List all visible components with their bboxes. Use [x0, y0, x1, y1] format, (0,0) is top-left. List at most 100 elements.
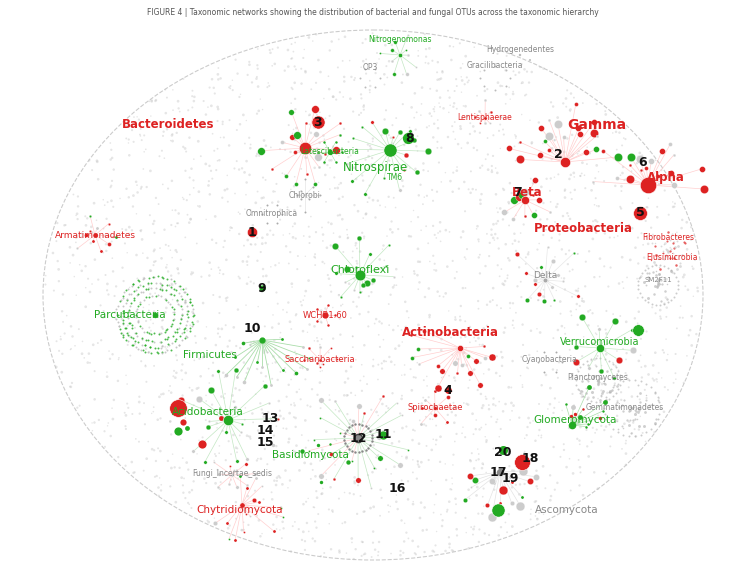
Point [549, 252, 561, 261]
Point [229, 353, 241, 362]
Point [231, 448, 243, 457]
Point [279, 66, 291, 75]
Point [371, 407, 383, 416]
Point [440, 225, 452, 235]
Point [186, 268, 198, 277]
Point [304, 120, 316, 129]
Point [117, 301, 129, 310]
Point [530, 175, 542, 184]
Point [603, 356, 615, 365]
Point [562, 134, 574, 143]
Point [245, 434, 257, 443]
Point [640, 395, 652, 404]
Point [671, 232, 683, 241]
Point [310, 129, 322, 138]
Point [647, 374, 659, 383]
Point [191, 449, 203, 458]
Point [431, 68, 443, 77]
Text: Armatimonadetes: Armatimonadetes [54, 231, 136, 240]
Point [583, 419, 595, 428]
Point [381, 232, 393, 241]
Point [160, 240, 172, 249]
Point [665, 266, 677, 275]
Point [256, 336, 268, 345]
Point [628, 327, 640, 336]
Point [89, 231, 101, 240]
Point [178, 143, 189, 152]
Point [275, 411, 286, 420]
Point [611, 145, 623, 154]
Point [122, 294, 134, 303]
Point [649, 389, 661, 398]
Point [351, 257, 363, 266]
Text: 20: 20 [495, 445, 512, 458]
Point [604, 387, 615, 396]
Point [438, 292, 450, 301]
Point [354, 287, 366, 296]
Point [259, 322, 271, 331]
Point [362, 198, 374, 207]
Point [620, 355, 632, 364]
Point [395, 550, 407, 559]
Point [547, 102, 559, 111]
Point [383, 192, 395, 201]
Point [57, 349, 69, 358]
Point [330, 436, 342, 445]
Point [476, 403, 488, 412]
Point [293, 525, 305, 534]
Point [407, 128, 419, 137]
Point [178, 287, 190, 296]
Point [489, 473, 501, 482]
Point [348, 297, 360, 306]
Point [266, 198, 278, 207]
Point [289, 423, 301, 432]
Point [449, 376, 461, 385]
Point [641, 261, 653, 270]
Point [507, 87, 519, 96]
Point [641, 394, 653, 403]
Point [282, 45, 294, 55]
Point [126, 321, 138, 330]
Point [645, 223, 657, 232]
Point [436, 68, 448, 77]
Point [265, 380, 277, 389]
Point [624, 415, 636, 424]
Point [181, 195, 192, 204]
Point [404, 126, 416, 135]
Point [445, 485, 457, 494]
Point [241, 368, 253, 377]
Point [583, 364, 595, 373]
Point [413, 439, 425, 448]
Point [56, 367, 68, 377]
Point [95, 246, 107, 255]
Point [624, 161, 636, 170]
Point [510, 247, 522, 256]
Point [192, 202, 204, 211]
Point [134, 226, 146, 235]
Point [654, 306, 666, 315]
Point [525, 174, 537, 183]
Point [639, 295, 651, 304]
Point [241, 483, 253, 492]
Point [286, 83, 298, 93]
Point [120, 286, 132, 295]
Point [468, 143, 480, 152]
Point [134, 321, 146, 330]
Point [184, 321, 196, 330]
Point [601, 156, 612, 165]
Point [429, 401, 441, 410]
Point [242, 470, 254, 479]
Point [646, 299, 658, 308]
Point [286, 282, 298, 291]
Point [173, 340, 185, 349]
Point [223, 534, 235, 544]
Point [363, 307, 374, 316]
Point [145, 348, 157, 357]
Point [138, 274, 150, 283]
Point [662, 246, 674, 255]
Point [301, 519, 313, 528]
Point [116, 293, 128, 302]
Point [479, 113, 491, 122]
Point [150, 257, 162, 266]
Point [641, 163, 653, 172]
